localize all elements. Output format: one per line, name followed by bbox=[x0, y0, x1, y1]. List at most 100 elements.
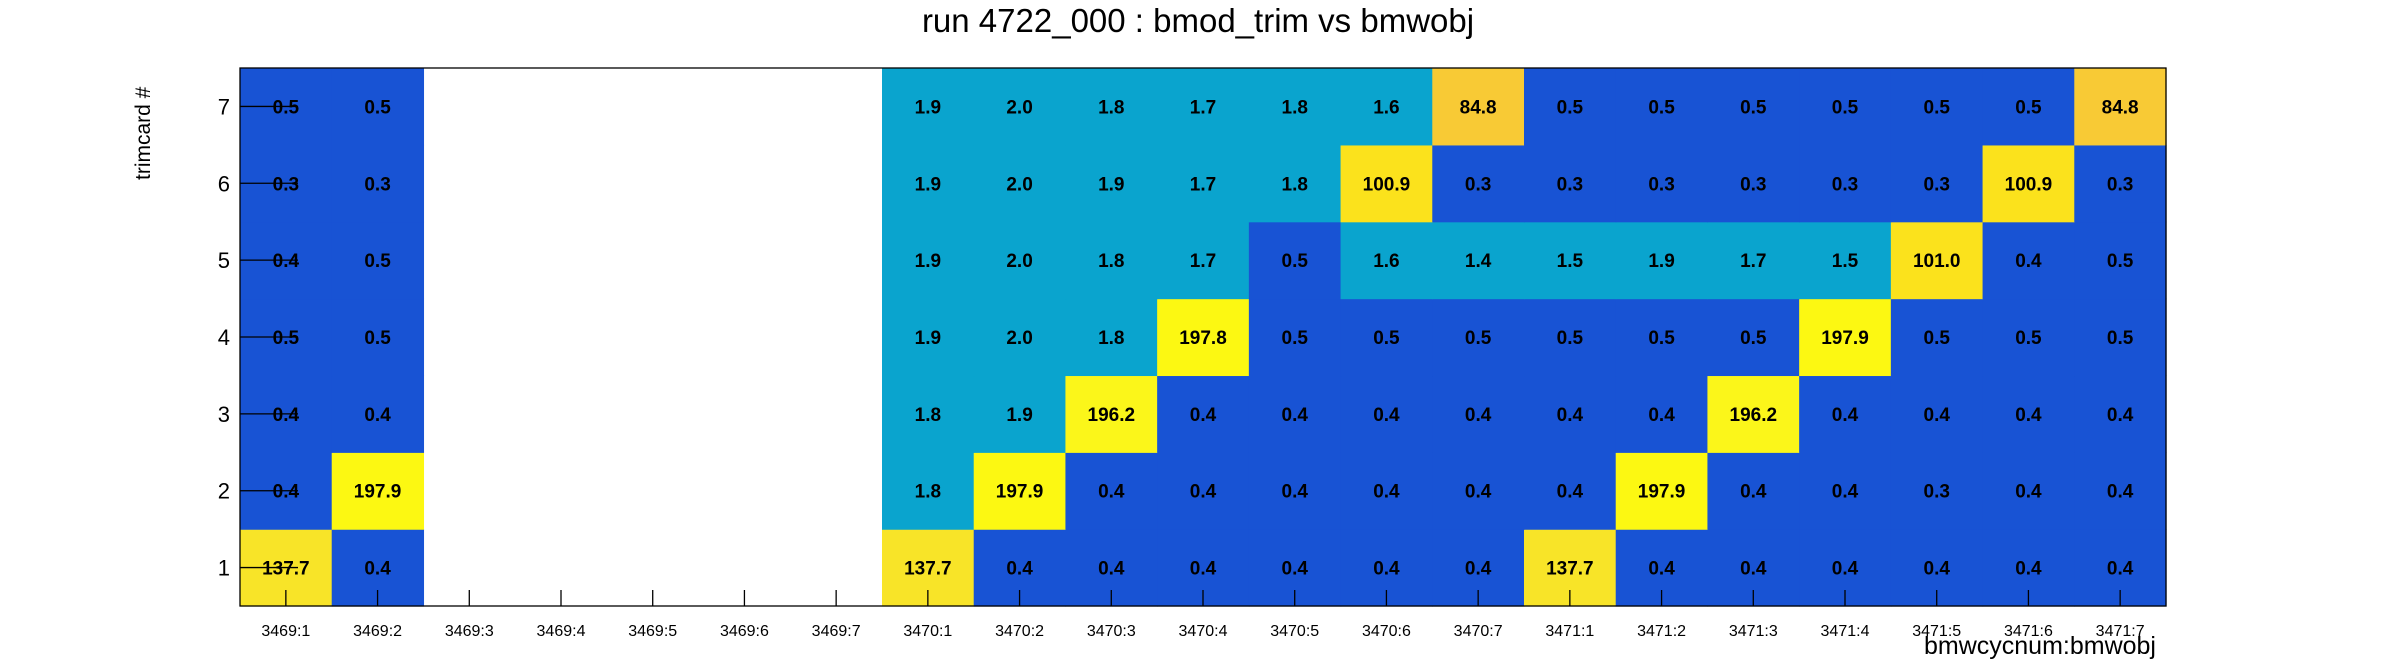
cell-value-label: 0.5 bbox=[1832, 97, 1859, 118]
heatmap-cell bbox=[882, 221, 975, 300]
heatmap-cell bbox=[1248, 144, 1342, 223]
cell-value-label: 1.9 bbox=[1006, 405, 1032, 426]
heatmap-cell bbox=[973, 144, 1067, 223]
cell-value-label: 0.4 bbox=[1098, 559, 1125, 580]
cell-value-label: 196.2 bbox=[1730, 405, 1778, 426]
heatmap-cell bbox=[1890, 221, 1984, 300]
cell-value-label: 84.8 bbox=[1460, 97, 1497, 118]
cell-value-label: 0.4 bbox=[2107, 482, 2134, 503]
x-tick-label: 3469:1 bbox=[261, 623, 310, 640]
cell-value-label: 0.4 bbox=[1832, 405, 1859, 426]
heatmap-cell bbox=[1524, 68, 1617, 146]
heatmap-cell bbox=[1524, 144, 1617, 223]
heatmap-cell bbox=[1982, 144, 2075, 223]
cell-value-label: 1.7 bbox=[1190, 251, 1216, 272]
cell-value-label: 0.4 bbox=[1373, 482, 1400, 503]
heatmap-cell bbox=[1248, 68, 1342, 146]
cell-value-label: 1.8 bbox=[915, 405, 941, 426]
heatmap-cell bbox=[1524, 375, 1617, 453]
heatmap-cell bbox=[331, 298, 425, 377]
heatmap-cell bbox=[1432, 452, 1525, 530]
cell-value-label: 1.7 bbox=[1190, 97, 1216, 118]
heatmap-cell bbox=[973, 221, 1067, 300]
cell-value-label: 2.0 bbox=[1006, 251, 1032, 272]
heatmap-cell bbox=[1432, 221, 1525, 300]
cell-value-label: 0.5 bbox=[1373, 328, 1400, 349]
cell-value-label: 1.9 bbox=[1098, 174, 1124, 195]
x-tick-label: 3471:4 bbox=[1821, 623, 1870, 640]
heatmap-cell bbox=[1890, 452, 1984, 530]
cell-value-label: 0.4 bbox=[2015, 251, 2042, 272]
cell-value-label: 0.5 bbox=[1557, 328, 1584, 349]
cell-value-label: 0.5 bbox=[273, 328, 300, 349]
heatmap-cell bbox=[1065, 375, 1158, 453]
x-tick-label: 3469:5 bbox=[628, 623, 677, 640]
heatmap-cell bbox=[2074, 221, 2167, 300]
y-tick-label: 1 bbox=[218, 556, 230, 581]
cell-value-label: 0.4 bbox=[1465, 559, 1492, 580]
heatmap-cell bbox=[1065, 298, 1158, 377]
heatmap-cell bbox=[1799, 144, 1892, 223]
cell-value-label: 0.4 bbox=[1006, 559, 1033, 580]
cell-value-label: 0.4 bbox=[2015, 482, 2042, 503]
cell-value-label: 2.0 bbox=[1006, 174, 1032, 195]
cell-value-label: 0.5 bbox=[1282, 251, 1309, 272]
x-tick-label: 3470:3 bbox=[1087, 623, 1136, 640]
cell-value-label: 0.5 bbox=[1648, 328, 1675, 349]
heatmap-cell bbox=[973, 68, 1067, 146]
cell-value-label: 1.4 bbox=[1465, 251, 1492, 272]
cell-value-label: 0.5 bbox=[1465, 328, 1492, 349]
heatmap-cell bbox=[1799, 298, 1892, 377]
cell-value-label: 137.7 bbox=[904, 559, 952, 580]
cell-value-label: 84.8 bbox=[2102, 97, 2139, 118]
cell-value-label: 1.9 bbox=[1648, 251, 1674, 272]
cell-value-label: 1.5 bbox=[1832, 251, 1859, 272]
cell-value-label: 1.8 bbox=[1098, 251, 1124, 272]
heatmap-cell bbox=[1157, 375, 1250, 453]
cell-value-label: 0.4 bbox=[1190, 405, 1217, 426]
x-tick-label: 3471:6 bbox=[2004, 623, 2053, 640]
cell-value-label: 0.4 bbox=[2107, 405, 2134, 426]
heatmap-cell bbox=[2074, 298, 2167, 377]
heatmap-cell bbox=[1524, 298, 1617, 377]
cell-value-label: 0.5 bbox=[1282, 328, 1309, 349]
x-tick-label: 3471:2 bbox=[1637, 623, 1686, 640]
heatmap-cell bbox=[1707, 144, 1800, 223]
heatmap-cell bbox=[1615, 298, 1709, 377]
x-tick-label: 3471:1 bbox=[1545, 623, 1594, 640]
cell-value-label: 197.9 bbox=[1821, 328, 1869, 349]
y-tick-label: 3 bbox=[218, 402, 230, 427]
cell-value-label: 197.9 bbox=[1638, 482, 1686, 503]
heatmap-cell bbox=[1890, 375, 1984, 453]
cell-value-label: 197.9 bbox=[996, 482, 1044, 503]
cell-value-label: 100.9 bbox=[2005, 174, 2053, 195]
cell-value-label: 0.4 bbox=[1648, 559, 1675, 580]
heatmap-cell bbox=[1340, 221, 1433, 300]
x-tick-label: 3469:7 bbox=[812, 623, 861, 640]
x-tick-label: 3469:4 bbox=[537, 623, 586, 640]
heatmap-cell bbox=[331, 68, 425, 146]
heatmap-cell bbox=[1982, 452, 2075, 530]
cell-value-label: 0.3 bbox=[1832, 174, 1858, 195]
cell-value-label: 197.9 bbox=[354, 482, 402, 503]
heatmap-cell bbox=[1982, 375, 2075, 453]
x-tick-label: 3470:7 bbox=[1454, 623, 1503, 640]
cell-value-label: 0.4 bbox=[1740, 482, 1767, 503]
cell-value-label: 0.4 bbox=[1557, 482, 1584, 503]
cell-value-label: 0.5 bbox=[1557, 97, 1584, 118]
heatmap-cell bbox=[1615, 375, 1709, 453]
heatmap-cell bbox=[1340, 452, 1433, 530]
cell-value-label: 0.4 bbox=[364, 559, 391, 580]
cell-value-label: 1.8 bbox=[1282, 174, 1308, 195]
heatmap-cell bbox=[882, 375, 975, 453]
cell-value-label: 0.4 bbox=[273, 405, 300, 426]
heatmap-cell bbox=[1432, 144, 1525, 223]
cell-value-label: 0.4 bbox=[1373, 405, 1400, 426]
x-tick-label: 3469:6 bbox=[720, 623, 769, 640]
cell-value-label: 0.5 bbox=[1740, 328, 1767, 349]
y-tick-label: 4 bbox=[218, 325, 230, 350]
heatmap-cell bbox=[1799, 375, 1892, 453]
heatmap-cell bbox=[1157, 221, 1250, 300]
heatmap-cell bbox=[1065, 144, 1158, 223]
